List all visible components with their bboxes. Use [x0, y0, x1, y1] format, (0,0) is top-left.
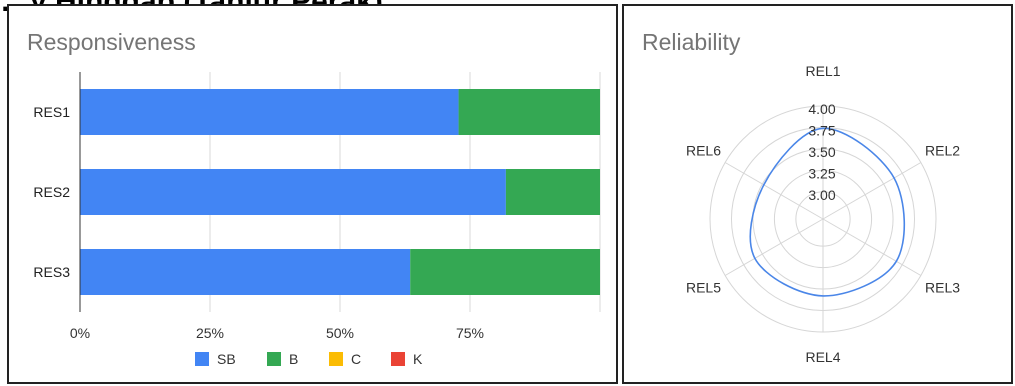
radial-tick-label: 3.25 [808, 165, 835, 181]
legend-swatch [329, 352, 343, 366]
legend-label: SB [217, 351, 236, 367]
category-label: REL1 [805, 63, 840, 79]
spoke-gridline [724, 162, 824, 220]
x-tick-label: 25% [196, 325, 224, 341]
legend-label: C [351, 351, 361, 367]
radial-tick-label: 4.00 [808, 101, 835, 117]
category-label: REL2 [925, 143, 960, 159]
category-label: REL4 [805, 349, 840, 365]
bar-segment [80, 249, 411, 295]
category-label: REL3 [925, 280, 960, 296]
legend-label: B [289, 351, 298, 367]
reliability-radar-chart: 3.00 3.25 3.50 3.75 4.00 REL1 REL2 REL3 REL4 REL5… [686, 63, 960, 365]
radial-tick-label: 3.50 [808, 144, 835, 160]
bar-segment [410, 249, 600, 295]
radial-tick-label: 3.75 [808, 122, 835, 138]
spoke-gridline [724, 218, 824, 276]
radial-tick-label: 3.00 [808, 187, 835, 203]
responsiveness-chart-panel: Responsiveness RES1 RES2 RES3 0% 25% 50% 75% SB… [7, 4, 618, 384]
category-label: REL6 [686, 143, 721, 159]
legend-label: K [413, 351, 423, 367]
legend-swatch [195, 352, 209, 366]
x-tick-label: 50% [326, 325, 354, 341]
x-tick-label: 75% [456, 325, 484, 341]
category-label: RES3 [33, 264, 70, 280]
chart-title: Reliability [642, 29, 741, 55]
bar-segment [505, 169, 600, 215]
category-label: RES2 [33, 184, 70, 200]
chart-title: Responsiveness [27, 29, 196, 55]
category-label: RES1 [33, 104, 70, 120]
x-tick-label: 0% [70, 325, 90, 341]
series-line [749, 127, 906, 297]
bar-segment [80, 89, 459, 135]
spoke-gridline [822, 218, 922, 276]
category-label: REL5 [686, 280, 721, 296]
bar-segment [458, 89, 600, 135]
legend-swatch [267, 352, 281, 366]
responsiveness-bar-chart: RES1 RES2 RES3 0% 25% 50% 75% SB B C K [33, 72, 601, 367]
spoke-gridline [822, 162, 922, 220]
reliability-chart-panel: Reliability 3.00 3.25 3.50 3.75 4.00 REL1 REL2… [622, 4, 1013, 384]
legend-swatch [391, 352, 405, 366]
bar-segment [80, 169, 506, 215]
